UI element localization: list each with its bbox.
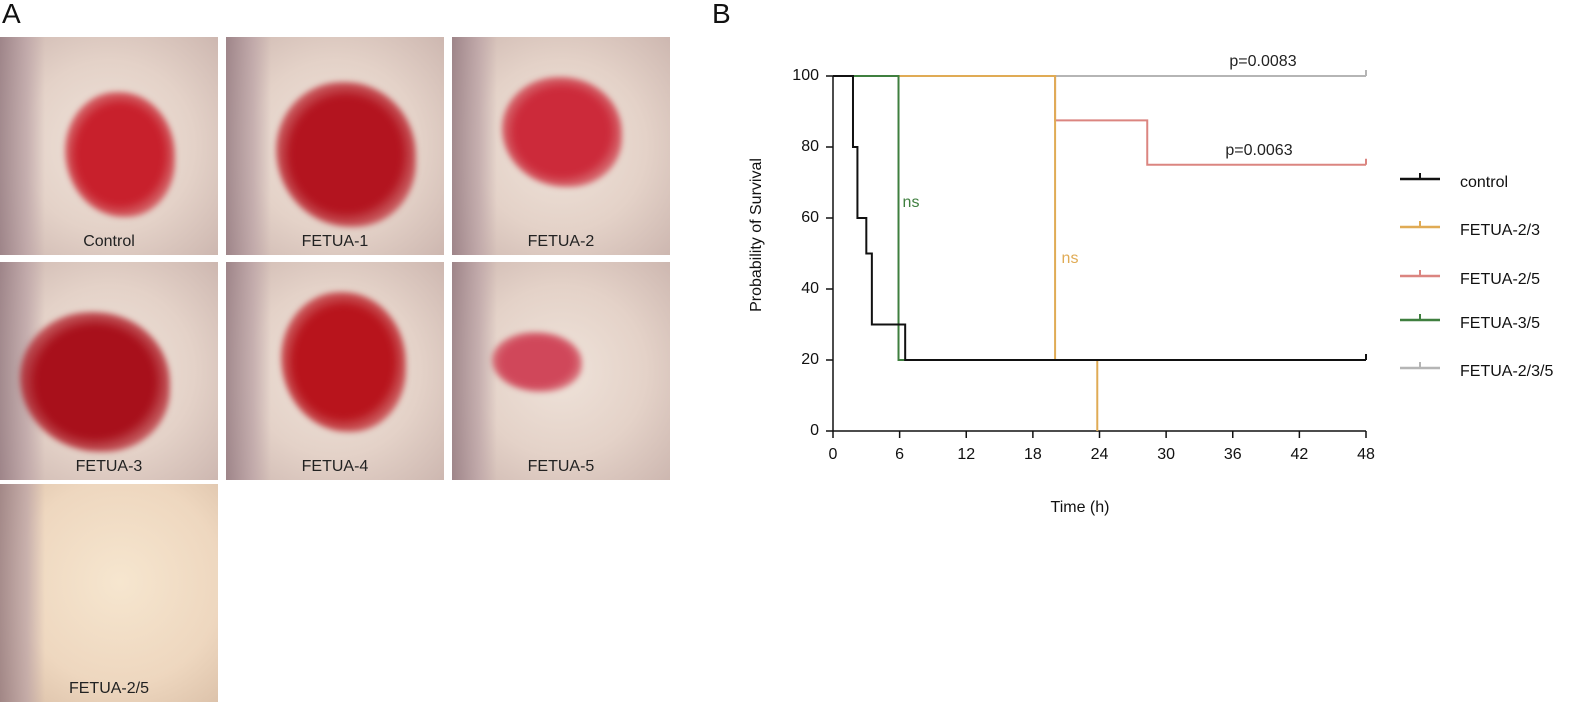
x-tick-label: 30 xyxy=(1157,446,1175,463)
annotation: p=0.0083 xyxy=(1229,53,1296,70)
tissue-edge xyxy=(452,37,497,255)
x-tick-label: 0 xyxy=(829,446,838,463)
photo-caption: FETUA-2/5 xyxy=(68,680,149,697)
hemorrhage xyxy=(20,312,170,452)
y-axis-label: Probability of Survival xyxy=(748,158,765,312)
tissue-edge xyxy=(226,262,271,480)
x-tick-label: 18 xyxy=(1024,446,1042,463)
x-tick-label: 36 xyxy=(1224,446,1242,463)
tissue-edge xyxy=(452,262,497,480)
x-tick-label: 6 xyxy=(895,446,904,463)
photo-caption: FETUA-2 xyxy=(527,233,595,250)
annotation: ns xyxy=(903,194,920,211)
photo: FETUA-2 xyxy=(452,37,670,255)
y-tick-label: 40 xyxy=(801,280,819,297)
photo-caption: FETUA-1 xyxy=(301,233,369,250)
photo: FETUA-3 xyxy=(0,262,218,480)
y-tick-label: 60 xyxy=(801,209,819,226)
photo-caption: FETUA-5 xyxy=(527,458,595,475)
photo-caption: FETUA-4 xyxy=(301,458,369,475)
photo: Control xyxy=(0,37,218,255)
hemorrhage xyxy=(281,292,406,432)
photo: FETUA-4 xyxy=(226,262,444,480)
x-tick-label: 12 xyxy=(957,446,975,463)
tissue-edge xyxy=(0,484,45,702)
y-tick-label: 0 xyxy=(810,422,819,439)
photo-caption: Control xyxy=(83,233,135,250)
x-tick-label: 42 xyxy=(1290,446,1308,463)
tissue-edge xyxy=(0,37,45,255)
legend-label: FETUA-2/3/5 xyxy=(1460,363,1553,380)
hemorrhage xyxy=(492,332,582,392)
tissue-edge xyxy=(226,37,271,255)
hemorrhage xyxy=(502,77,622,187)
x-tick-label: 24 xyxy=(1091,446,1109,463)
photo: FETUA-1 xyxy=(226,37,444,255)
legend-label: control xyxy=(1460,174,1508,191)
photo: FETUA-2/5 xyxy=(0,484,218,702)
panel-label: B xyxy=(712,0,731,29)
photo-caption: FETUA-3 xyxy=(75,458,143,475)
photo: FETUA-5 xyxy=(452,262,670,480)
y-tick-label: 100 xyxy=(792,67,819,84)
x-tick-label: 48 xyxy=(1357,446,1375,463)
legend-label: FETUA-2/3 xyxy=(1460,222,1540,239)
annotation: ns xyxy=(1062,250,1079,267)
legend-label: FETUA-3/5 xyxy=(1460,315,1540,332)
y-tick-label: 20 xyxy=(801,351,819,368)
legend-label: FETUA-2/5 xyxy=(1460,271,1540,288)
survival-curve xyxy=(833,75,906,361)
x-axis-label: Time (h) xyxy=(1051,499,1110,516)
y-tick-label: 80 xyxy=(801,138,819,155)
annotation: p=0.0063 xyxy=(1225,142,1292,159)
panel-label: A xyxy=(2,0,21,29)
hemorrhage xyxy=(276,82,416,227)
survival-curve xyxy=(833,75,1366,361)
hemorrhage xyxy=(65,92,175,217)
